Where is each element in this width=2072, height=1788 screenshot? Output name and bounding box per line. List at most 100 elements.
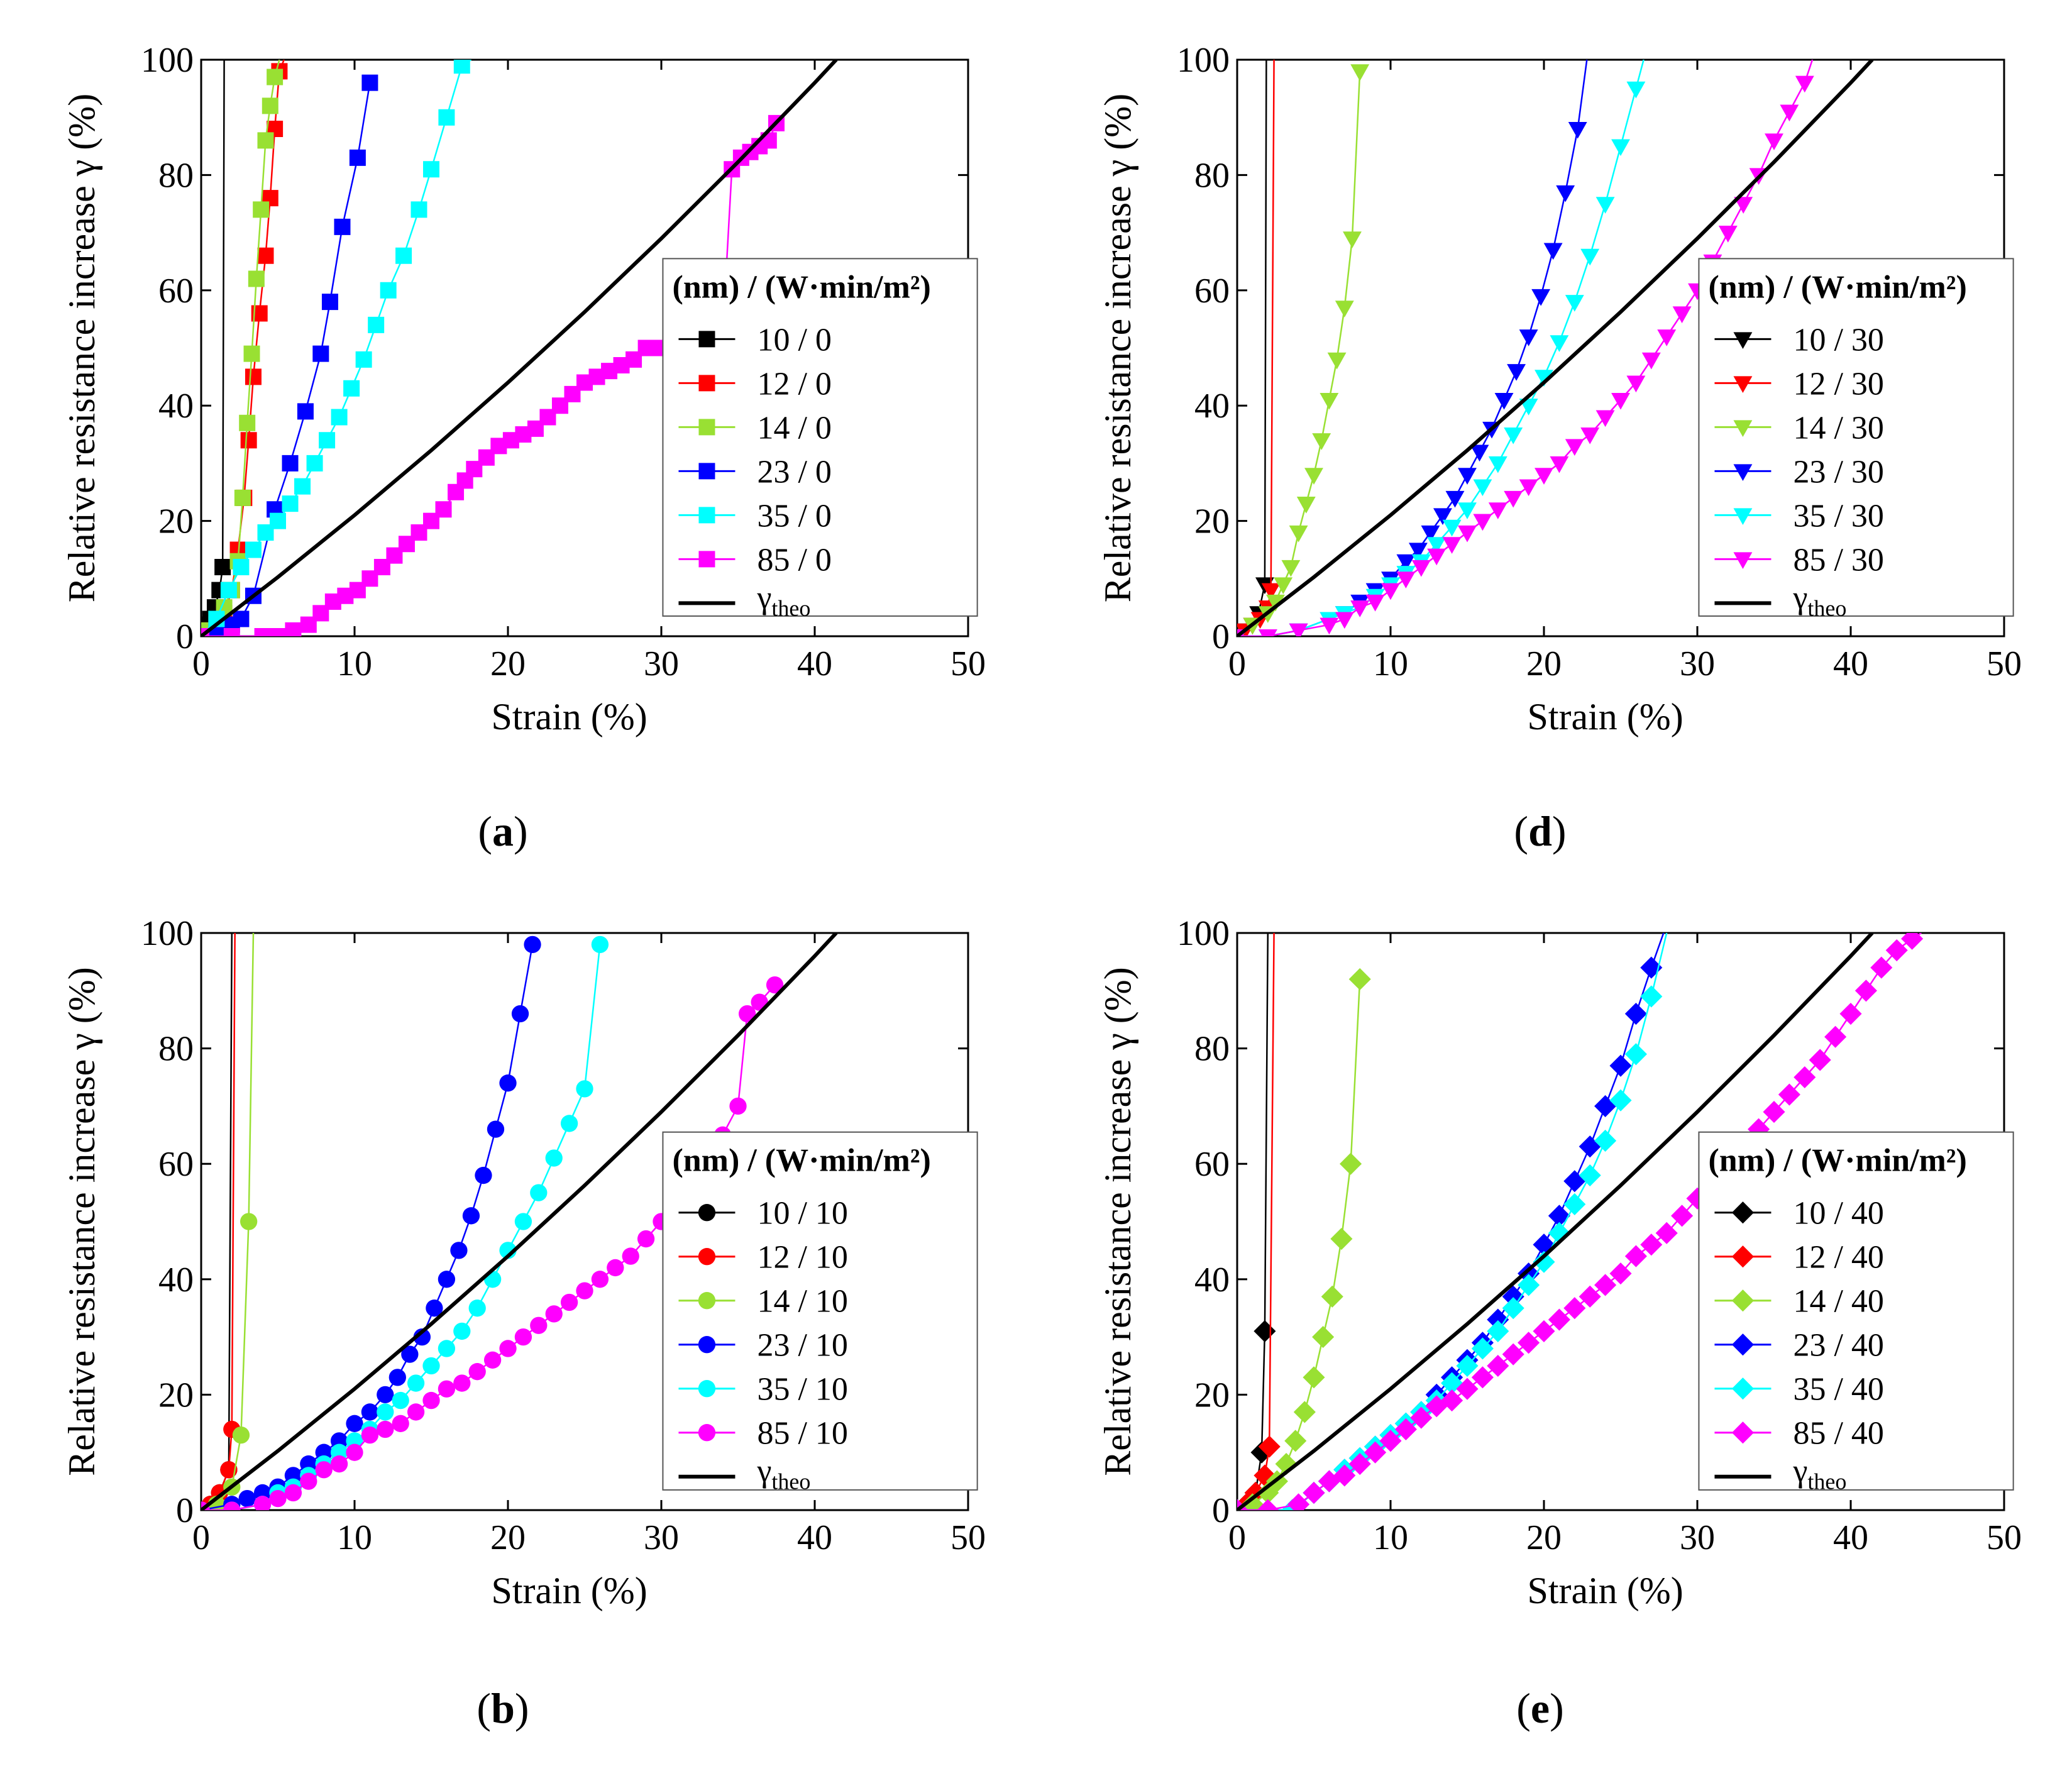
legend-theo-label: γtheo [756, 1454, 810, 1494]
x-tick-label: 0 [1228, 1518, 1246, 1557]
x-tick-label: 50 [1987, 644, 2022, 683]
x-axis-label: Strain (%) [1527, 1570, 1683, 1611]
data-point [1421, 525, 1440, 543]
data-point [331, 409, 348, 426]
legend-entry-label: 23 / 40 [1793, 1328, 1883, 1364]
data-point [270, 512, 286, 529]
data-point [1507, 364, 1526, 381]
legend-box [662, 258, 978, 617]
data-point [1425, 1395, 1448, 1418]
legend-title: (nm) / (W·min/m²) [672, 1143, 930, 1179]
legend-box [662, 1131, 978, 1491]
data-point [423, 512, 439, 529]
data-point [530, 1316, 548, 1334]
data-point [1550, 335, 1569, 352]
data-point [1411, 560, 1431, 577]
x-tick-label: 30 [644, 1518, 679, 1557]
data-point [1350, 64, 1370, 81]
data-point [738, 1005, 756, 1023]
legend-swatch-marker [1731, 1245, 1754, 1268]
data-point [1266, 594, 1285, 612]
data-point [245, 541, 262, 558]
y-tick-label: 40 [1194, 387, 1230, 426]
data-point [1548, 1205, 1570, 1227]
data-point [1548, 1222, 1570, 1244]
x-tick-label: 40 [797, 644, 832, 683]
x-tick-label: 30 [644, 644, 679, 683]
y-tick-label: 80 [158, 156, 194, 195]
data-point [1471, 1366, 1494, 1389]
data-point [361, 1427, 379, 1444]
legend-theo-sub: theo [771, 1469, 810, 1494]
data-point [1504, 490, 1523, 508]
data-point [1312, 433, 1331, 450]
data-point [435, 501, 452, 518]
legend: (nm) / (W·min/m²) 10 / 40 12 / 40 14 / 40 23… [1698, 1131, 2014, 1494]
legend-swatch-marker [1733, 420, 1753, 437]
data-point [1519, 399, 1538, 416]
caption-open-paren: ( [1514, 807, 1528, 855]
data-point [1427, 537, 1447, 554]
data-point [1333, 1464, 1356, 1487]
data-point [214, 558, 231, 575]
data-point [401, 1345, 419, 1363]
data-point [257, 247, 274, 264]
y-tick-label: 0 [1212, 617, 1230, 656]
x-tick-label: 0 [192, 1518, 210, 1557]
data-point [1348, 1453, 1371, 1476]
y-tick-label: 40 [158, 387, 194, 426]
legend-entry-label: 85 / 40 [1793, 1416, 1883, 1452]
data-point [1624, 1245, 1647, 1267]
data-point [1533, 1250, 1555, 1273]
data-point [1365, 594, 1385, 612]
legend-entry-label: 10 / 0 [757, 322, 831, 358]
data-point [223, 628, 240, 636]
data-point [306, 455, 323, 472]
data-point [377, 1403, 394, 1421]
legend-entry-label: 23 / 10 [757, 1328, 847, 1364]
data-point [346, 1415, 363, 1432]
data-point [297, 403, 314, 420]
data-point [1794, 1066, 1816, 1089]
plot-area [201, 933, 838, 1510]
legend-swatch-marker [1733, 332, 1753, 349]
legend-swatch-marker [698, 1248, 716, 1266]
data-point [1330, 1227, 1353, 1250]
series-23/10 [201, 935, 541, 1510]
caption-open-paren: ( [478, 807, 492, 855]
data-point [1318, 1470, 1340, 1493]
data-point [321, 294, 338, 311]
data-point [1433, 508, 1452, 526]
data-point [220, 582, 237, 599]
data-point [625, 351, 642, 368]
data-point [1595, 410, 1615, 428]
data-point [395, 247, 412, 264]
legend-entry-label: 85 / 30 [1793, 542, 1883, 578]
legend-theo-gamma: γ [756, 580, 771, 615]
data-point [1718, 226, 1738, 243]
data-point [1839, 1002, 1862, 1025]
data-point [355, 351, 372, 368]
data-point [1381, 583, 1400, 600]
data-point [1504, 428, 1523, 444]
legend-entry-label: 10 / 40 [1793, 1196, 1883, 1232]
legend-swatch-marker [1731, 1377, 1754, 1400]
series-line [201, 82, 371, 636]
data-point [373, 558, 390, 575]
data-point [524, 935, 541, 954]
data-point [545, 1149, 563, 1167]
data-point [560, 1115, 578, 1132]
legend-entry-label: 12 / 30 [1793, 366, 1883, 402]
data-point [1563, 1170, 1586, 1193]
data-point [1335, 301, 1354, 317]
caption-close-paren: ) [514, 807, 528, 855]
data-point [233, 610, 250, 627]
data-point [1487, 1354, 1509, 1377]
data-point [514, 1213, 532, 1230]
series-line [1237, 60, 1588, 636]
data-point [368, 316, 385, 333]
data-point [462, 1207, 480, 1225]
data-point [1456, 1377, 1479, 1400]
legend-entry-label: 35 / 30 [1793, 498, 1883, 534]
